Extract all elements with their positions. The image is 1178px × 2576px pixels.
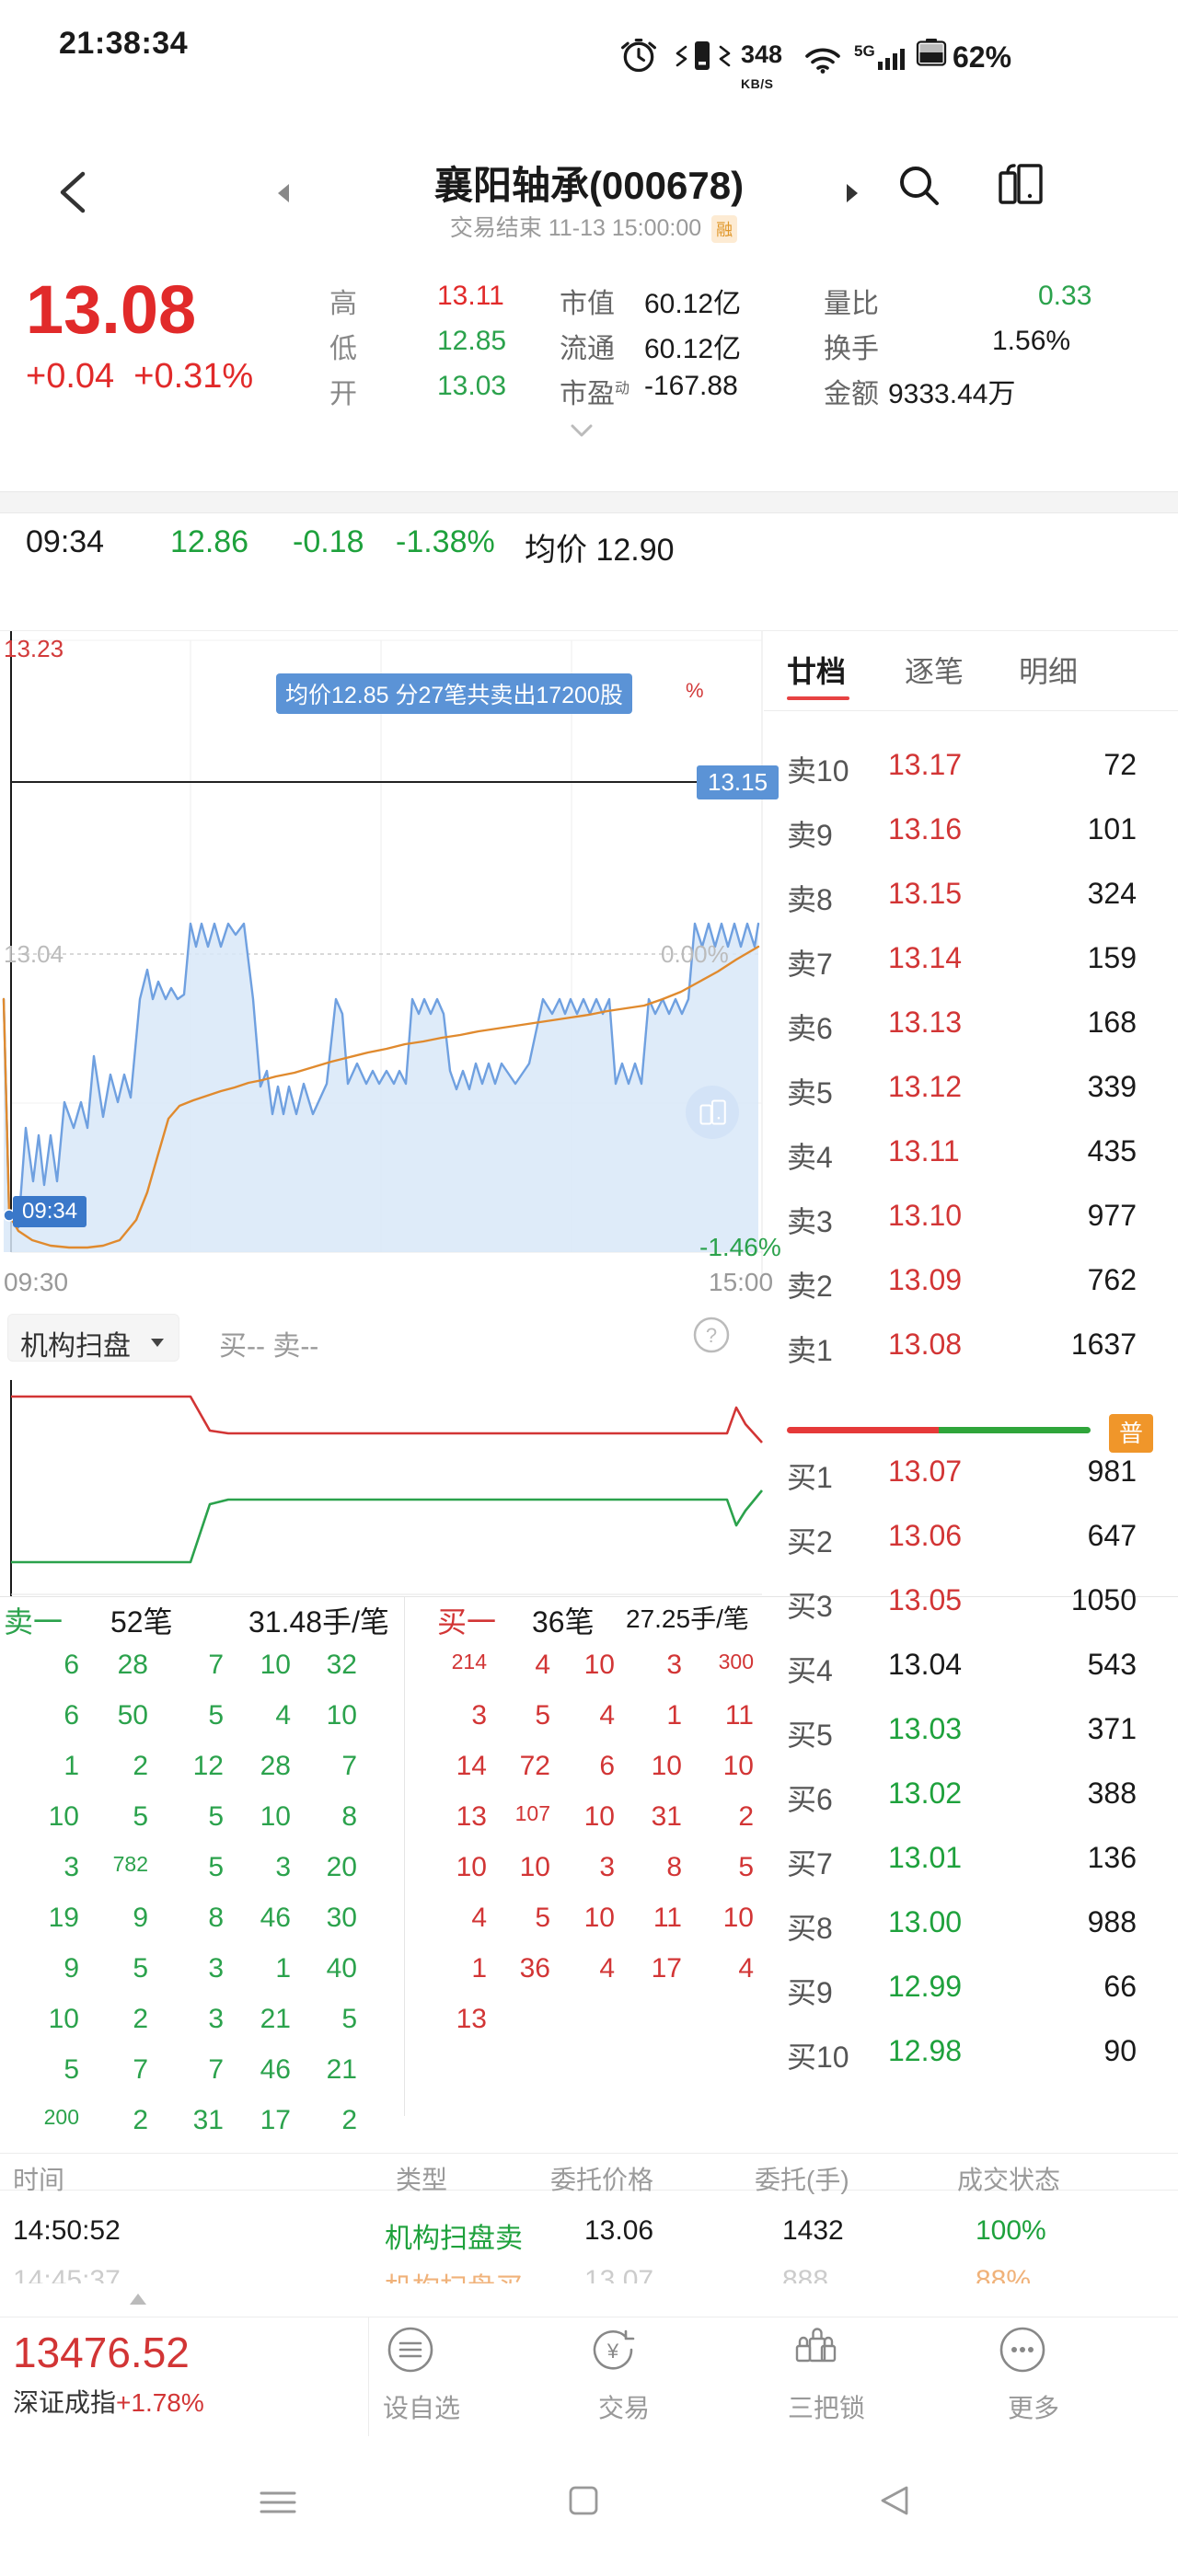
svg-text:¥: ¥ [606,2340,619,2363]
svg-text:?: ? [706,1324,717,1347]
